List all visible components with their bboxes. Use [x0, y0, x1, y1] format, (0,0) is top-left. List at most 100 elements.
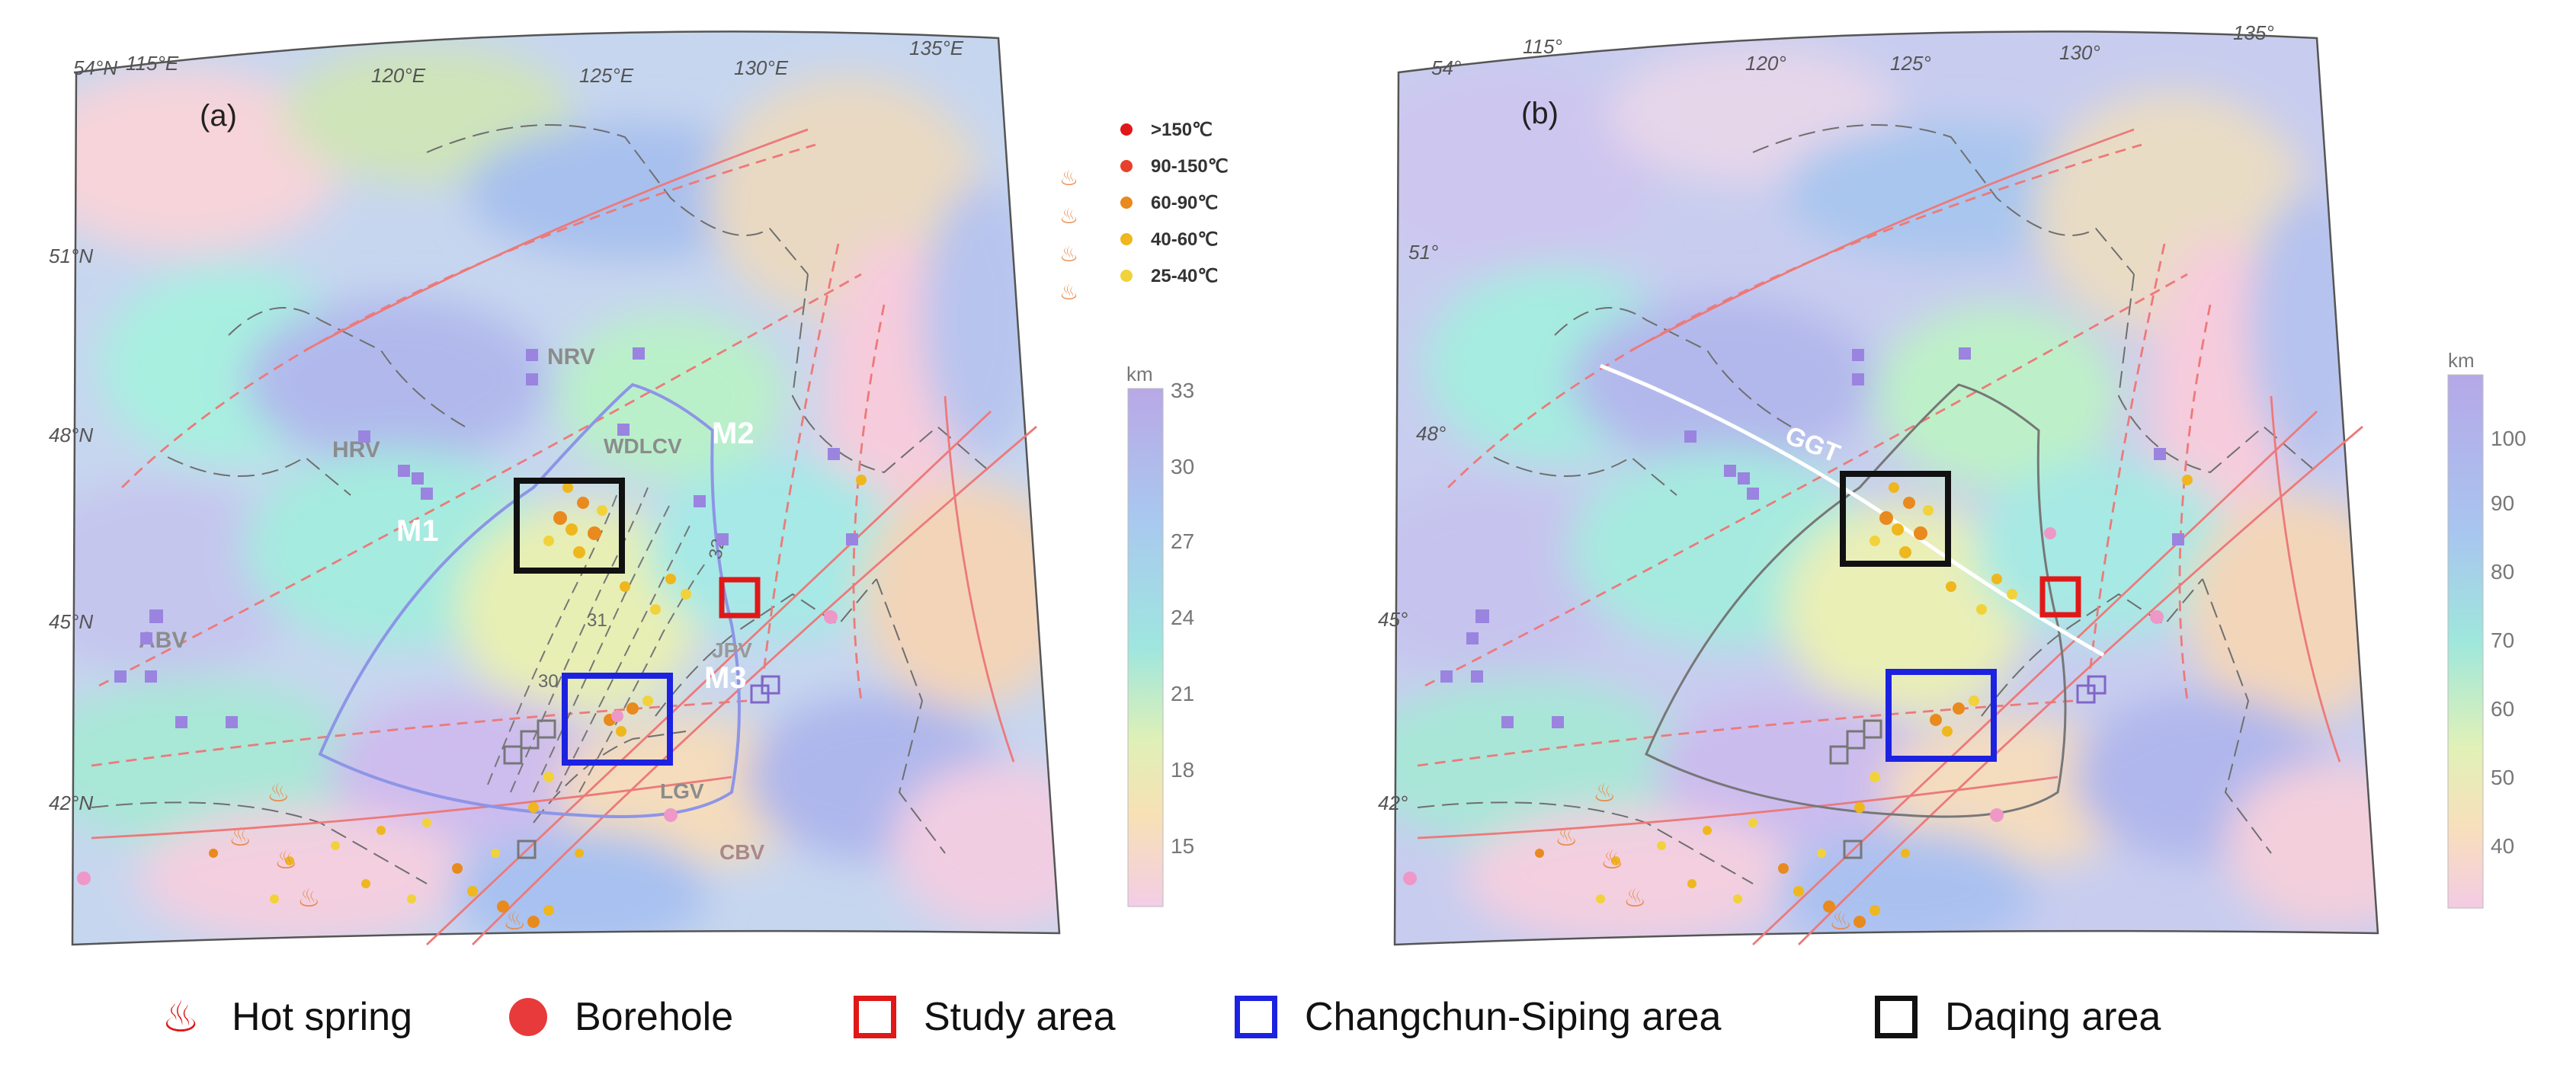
panel-b-basin-outline [1645, 383, 2067, 818]
panel-a-colorbar-tick: 24 [1171, 606, 1194, 629]
panel-a-field [72, 31, 1059, 945]
panel-b-lat-tick: 54° [1431, 56, 1461, 79]
temp-legend-label: 40-60℃ [1151, 229, 1218, 250]
panel-a-frame [71, 30, 1061, 946]
panel-a-colorbar-unit: km [1126, 363, 1153, 385]
panel-a-label-cbv: CBV [719, 840, 764, 864]
temp-legend-label: >150℃ [1151, 120, 1213, 140]
panel-b-lat-tick: 48° [1416, 422, 1446, 445]
panel-a-contour-label: 30 [538, 671, 559, 692]
panel-a-lat-tick: 45°N [49, 610, 93, 633]
panel-b-colorbar-tick: 70 [2491, 628, 2514, 652]
panel-a-label-lgv: LGV [660, 779, 704, 803]
panel-a-lon-tick: 130°E [734, 56, 789, 79]
panel-a-daqing-box [514, 478, 625, 574]
svg-text:♨: ♨ [503, 907, 526, 935]
panel-a-hotsprings: ♨♨ ♨♨ ♨ [229, 779, 526, 935]
panel-a-borders [91, 124, 992, 884]
changchun-box-icon [1235, 996, 1277, 1038]
panel-a-lon-tick: 120°E [371, 64, 426, 87]
panel-a-colorbar-tick: 27 [1171, 529, 1194, 553]
panel-b-lon-tick: 125° [1890, 52, 1931, 75]
temp-legend-dot [1120, 160, 1133, 172]
panel-b-lat-tick: 45° [1378, 608, 1408, 631]
legend-hot-spring: ♨ Hot spring [162, 971, 412, 1063]
panel-b-borders [1417, 124, 2318, 884]
panel-a-temp-legend: ♨ ♨ ♨ ♨ >150℃ 90-150℃ 60-90℃ 40-60℃ 25-4… [1059, 120, 1229, 304]
temp-legend-label: 25-40℃ [1151, 266, 1218, 286]
panel-b-pink-markers [1403, 527, 2164, 885]
panel-a-lon-tick: 115°E [126, 52, 179, 75]
legend-borehole-label: Borehole [575, 995, 734, 1039]
temp-legend-spring-icon: ♨ [1059, 204, 1078, 228]
panel-b-colorbar-tick: 100 [2491, 427, 2526, 450]
temp-legend-dot [1120, 270, 1133, 282]
panel-b-lat-tick: 51° [1408, 241, 1438, 264]
panel-b-colorbar-unit: km [2448, 349, 2475, 372]
temp-legend-spring-icon: ♨ [1059, 242, 1078, 266]
temp-legend-dot [1120, 123, 1133, 136]
study-area-box-icon [854, 996, 896, 1038]
legend-hot-spring-label: Hot spring [232, 995, 412, 1039]
panel-a-volcano-outlines [503, 719, 556, 859]
temp-legend-dot [1120, 233, 1133, 245]
panel-a-boreholes [209, 475, 867, 928]
hot-spring-icon: ♨ [162, 993, 200, 1041]
panel-a-label-nrv: NRV [547, 344, 595, 369]
panel-a-colorbar-tick: 30 [1171, 455, 1194, 478]
panel-b-colorbar-tick: 60 [2491, 697, 2514, 721]
svg-text:♨: ♨ [267, 779, 290, 808]
panel-b-colorbar-tick: 40 [2491, 834, 2514, 858]
temp-legend-label: 60-90℃ [1151, 193, 1218, 213]
panel-a-lat-tick: 54°N [73, 56, 117, 79]
panel-a-lon-tick: 125°E [579, 64, 634, 87]
panel-a-map: 115°E 120°E 125°E 130°E 135°E 54°N 51°N … [49, 30, 1229, 946]
panel-a-colorbar-tick: 15 [1171, 834, 1194, 858]
panel-a-changchun-box [562, 673, 673, 766]
panel-b-study-box [2039, 576, 2081, 618]
panel-a-label-m1: M1 [396, 514, 439, 548]
temp-legend-spring-icon: ♨ [1059, 280, 1078, 304]
panel-a-label-m3: M3 [704, 661, 747, 695]
panel-b-field [1395, 31, 2378, 945]
borehole-icon [509, 998, 547, 1036]
panel-a-colorbar-tick: 18 [1171, 758, 1194, 782]
svg-text:♨: ♨ [1829, 907, 1852, 935]
panel-a-label: (a) [200, 99, 237, 133]
panel-b-lon-tick: 130° [2059, 41, 2100, 64]
legend-daqing: Daqing area [1875, 971, 2161, 1063]
panel-b-colorbar: km 100 90 80 70 60 50 40 [2447, 349, 2526, 909]
panel-b-lon-tick: 120° [1745, 52, 1786, 75]
legend-study-area-label: Study area [924, 995, 1116, 1039]
panel-a-contour-label: 31 [587, 610, 607, 631]
svg-text:♨: ♨ [297, 884, 320, 913]
panel-b-volcano-outlines [1829, 719, 1882, 859]
panel-a-lat-tick: 42°N [49, 792, 93, 814]
panel-b-hotsprings: ♨♨ ♨♨ ♨ [1555, 779, 1852, 935]
panel-b-colorbar-tick: 80 [2491, 560, 2514, 584]
legend-study-area: Study area [854, 971, 1116, 1063]
legend-changchun-label: Changchun-Siping area [1305, 995, 1722, 1039]
panel-b-changchun-box [1886, 669, 1997, 762]
svg-text:♨: ♨ [1555, 823, 1578, 852]
legend-daqing-label: Daqing area [1945, 995, 2161, 1039]
panel-a-study-box [719, 577, 761, 619]
panel-a-basin-outline [318, 382, 741, 818]
panel-b-volcanoes [1440, 347, 2184, 728]
panel-b-lon-tick: 135° [2233, 21, 2274, 44]
panel-b-lat-tick: 42° [1378, 792, 1408, 814]
panel-b-colorbar-tick: 90 [2491, 491, 2514, 515]
panel-a-lat-tick: 51°N [49, 245, 93, 267]
panel-a-label-m2: M2 [712, 417, 755, 450]
temp-legend-dot [1120, 197, 1133, 209]
panel-a-lat-tick: 48°N [49, 424, 93, 446]
panel-a-contours [487, 472, 706, 793]
panel-a-colorbar-tick: 21 [1171, 682, 1194, 705]
panel-b-boreholes [1535, 475, 2193, 928]
svg-text:♨: ♨ [1600, 846, 1623, 875]
panel-a-label-wdlcv: WDLCV [604, 434, 682, 458]
panel-a-pink-markers [77, 610, 838, 885]
bottom-legend: ♨ Hot spring Borehole Study area Changch… [0, 971, 2576, 1063]
svg-text:♨: ♨ [1623, 884, 1646, 913]
